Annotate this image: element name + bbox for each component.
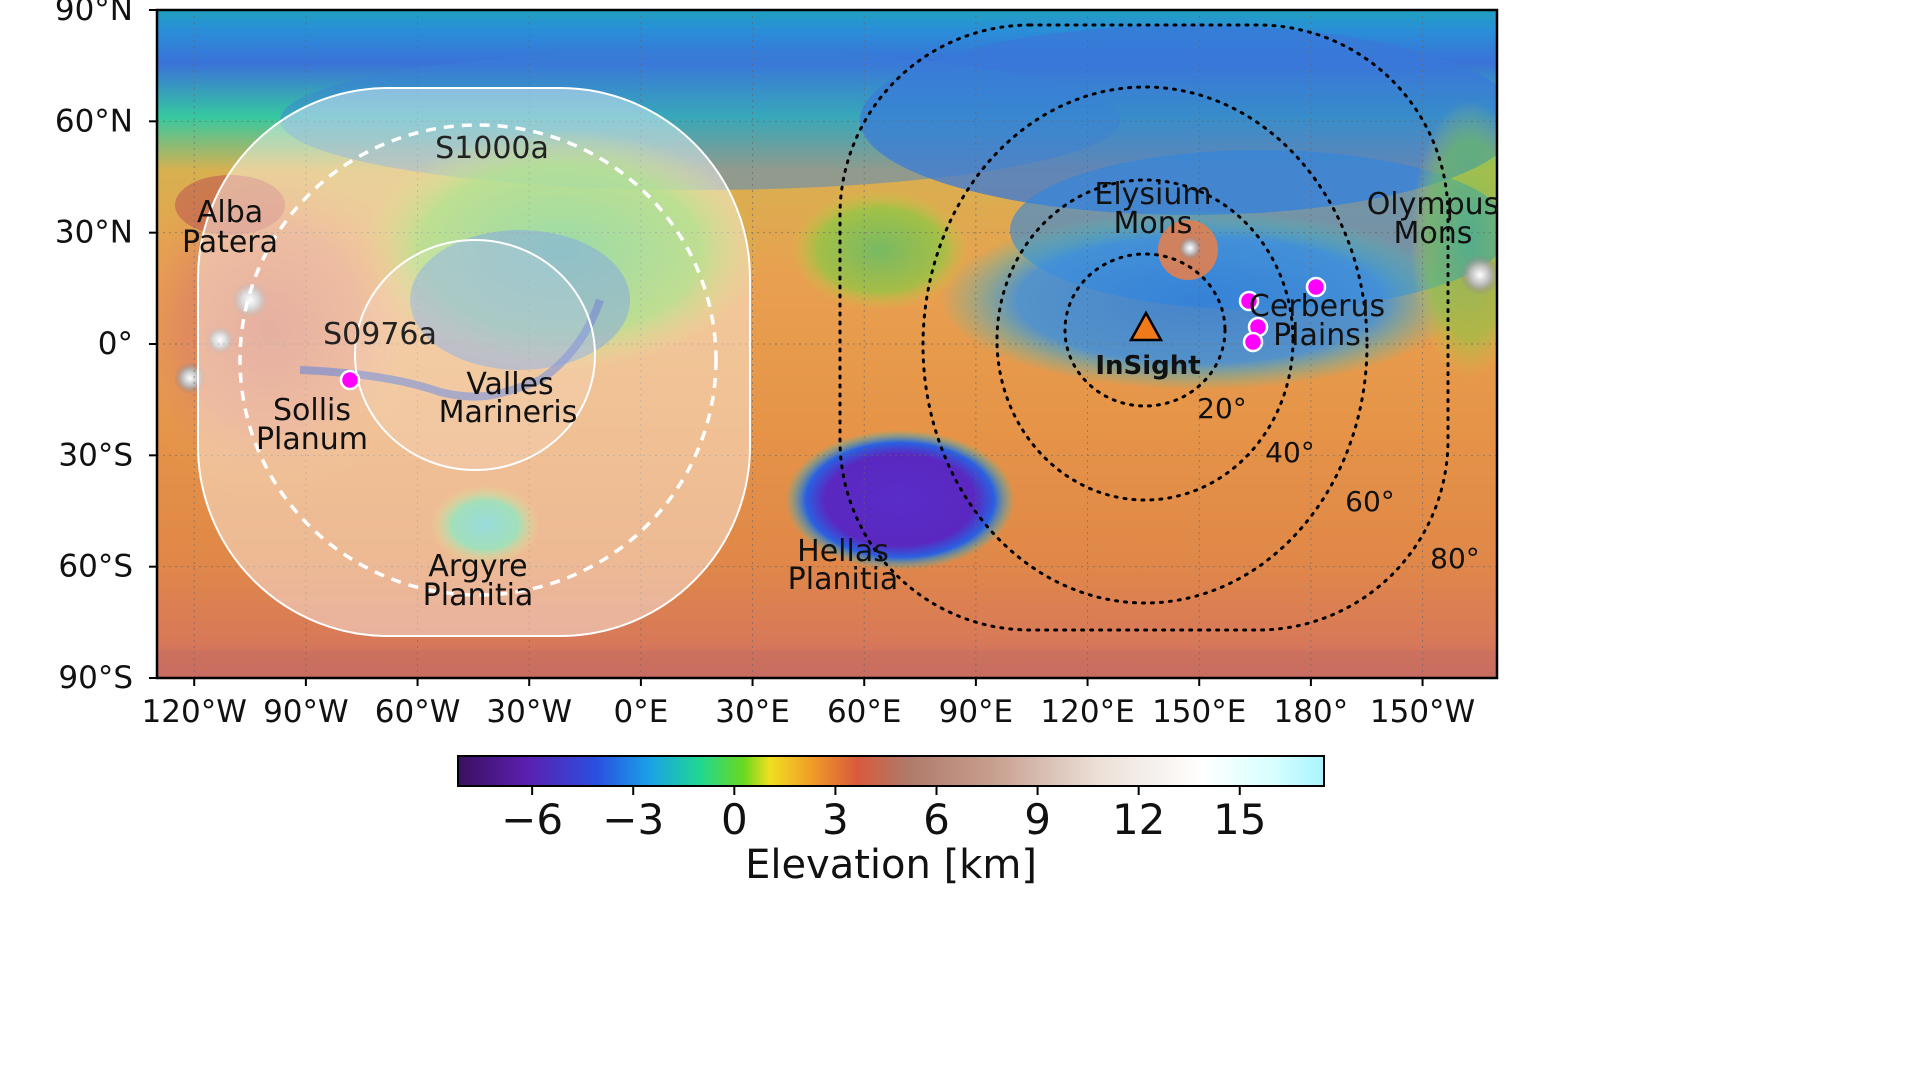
label-s1000a: S1000a (435, 131, 549, 166)
marsquake-markers (339, 276, 1327, 391)
ring-20-deg (1063, 252, 1227, 408)
ring-60-deg (921, 85, 1369, 605)
label-argyre-line1: Argyre (428, 549, 527, 584)
lon-tick-label: 60°W (375, 694, 461, 730)
pavonis-volcano (206, 326, 234, 354)
colorbar-tick-label: −6 (501, 795, 563, 844)
label-cerberus-line1: Cerberus (1249, 289, 1385, 324)
argyre-basin (430, 485, 540, 565)
elysium-lowlands (940, 210, 1460, 390)
label-elysium-line1: Elysium (1094, 177, 1211, 212)
marsquake-s0976a (339, 369, 361, 391)
ring-40-deg (995, 178, 1295, 502)
lon-tick-label: 120°W (142, 694, 247, 730)
south-polar-rim (157, 650, 1497, 678)
label-elysium-line2: Mons (1114, 206, 1193, 241)
lon-tick-label: 0°E (613, 694, 668, 730)
elevation-colorbar: −6 −3 0 3 6 9 12 15 Elevation [km] (457, 755, 1325, 888)
arsia-volcano (232, 282, 268, 318)
latitude-axis: 90°N 60°N 30°N 0° 30°S 60°S 90°S (55, 0, 157, 696)
label-insight: InSight (1095, 351, 1200, 381)
lon-tick-label: 150°E (1152, 694, 1246, 730)
label-olympus-line2: Mons (1394, 216, 1473, 251)
label-hellas-line1: Hellas (797, 534, 889, 569)
label-hellas-line2: Planitia (788, 562, 899, 597)
s1000a-dashed-contour (238, 123, 718, 597)
label-sollis-line2: Planum (256, 422, 368, 457)
colorbar-tick-label: −3 (602, 795, 664, 844)
lat-tick-label: 60°S (58, 549, 133, 585)
lat-tick-label: 0° (98, 326, 133, 362)
label-alba-line2: Patera (182, 225, 278, 260)
marsquake-cerberus-1 (1238, 290, 1260, 312)
s0976a-region (354, 239, 596, 471)
lat-tick-label: 30°S (58, 437, 133, 473)
lon-tick-label: 150°W (1370, 694, 1475, 730)
lat-tick-label: 90°S (58, 660, 133, 696)
ring-label-80: 80° (1430, 542, 1480, 575)
lon-tick-label: 30°W (486, 694, 572, 730)
amazonis-region (1410, 100, 1497, 380)
marsquake-cerberus-2 (1305, 276, 1327, 298)
label-sollis-line1: Sollis (273, 393, 351, 428)
ring-label-40: 40° (1265, 436, 1315, 469)
elevation-map (157, 10, 1497, 678)
label-cerberus-line2: Plains (1273, 318, 1361, 353)
colorbar-tick-label: 3 (822, 795, 849, 844)
distance-rings (838, 23, 1450, 632)
colorbar-tick-label: 12 (1112, 795, 1165, 844)
colorbar-title: Elevation [km] (745, 842, 1037, 888)
valles-marineris-canyon (299, 298, 604, 401)
lat-tick-label: 30°N (55, 215, 133, 251)
label-olympus-line1: Olympus (1367, 187, 1500, 222)
colorbar-tick-label: 9 (1024, 795, 1051, 844)
olympus-volcano (1460, 255, 1497, 295)
lat-tick-label: 90°N (55, 0, 133, 28)
map-labels: Alba Patera Sollis Planum Valles Mariner… (182, 131, 1499, 613)
label-valles-line1: Valles (466, 367, 553, 402)
label-valles-line2: Marineris (439, 395, 578, 430)
lon-tick-label: 90°W (263, 694, 349, 730)
tharsis-rise (157, 160, 420, 500)
ring-80-deg (838, 23, 1450, 632)
colorbar-tick-label: 15 (1213, 795, 1266, 844)
chryse-basin (410, 230, 630, 370)
lon-tick-label: 90°E (939, 694, 1014, 730)
ring-label-60: 60° (1345, 485, 1395, 518)
colorbar-tick-label: 6 (923, 795, 950, 844)
ring-label-20: 20° (1197, 392, 1247, 425)
colorbar-ticks: −6 −3 0 3 6 9 12 15 (501, 786, 1266, 844)
label-alba-line1: Alba (197, 195, 263, 230)
map-grid (157, 10, 1497, 678)
colorbar-gradient (457, 755, 1325, 787)
lon-tick-label: 180° (1274, 694, 1349, 730)
label-s0976a: S0976a (323, 317, 437, 352)
lat-tick-label: 60°N (55, 103, 133, 139)
lon-tick-label: 60°E (827, 694, 902, 730)
marsquake-cerberus-4 (1242, 331, 1264, 353)
lon-tick-label: 120°E (1040, 694, 1134, 730)
s1000a-region (197, 87, 751, 637)
isidis-region (790, 190, 970, 310)
label-argyre-line2: Planitia (423, 578, 534, 613)
longitude-axis: 120°W 90°W 60°W 30°W 0°E 30°E 60°E 90°E 120°E 150… (142, 678, 1475, 730)
alba-patera-rise (175, 175, 285, 235)
lon-tick-label: 30°E (715, 694, 790, 730)
insight-lander-marker (1128, 310, 1164, 342)
elysium-volcano (1178, 236, 1202, 260)
colorbar-tick-label: 0 (721, 795, 748, 844)
